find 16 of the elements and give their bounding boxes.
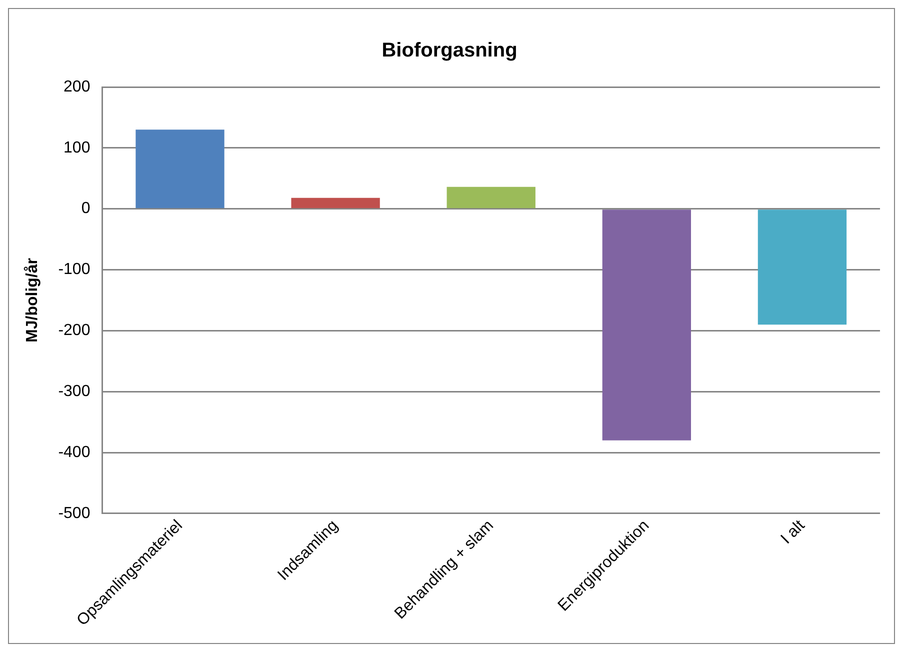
x-tick-label: I alt — [778, 516, 809, 548]
bar — [446, 186, 536, 208]
y-tick-label: -400 — [58, 444, 90, 461]
bar — [291, 198, 380, 208]
y-tick-label: 0 — [81, 200, 90, 218]
chart-title: Bioforgasning — [382, 40, 518, 62]
y-tick-label: -300 — [58, 383, 90, 400]
y-axis-title: MJ/bolig/år — [23, 258, 42, 342]
y-tick-label: -200 — [58, 322, 90, 340]
bar — [602, 210, 691, 440]
bar — [136, 130, 224, 208]
y-tick-label: 200 — [64, 78, 90, 96]
y-tick-label: -100 — [58, 261, 90, 278]
bar — [758, 210, 847, 325]
y-tick-label: -500 — [58, 504, 90, 522]
y-tick-label: 100 — [64, 139, 90, 156]
